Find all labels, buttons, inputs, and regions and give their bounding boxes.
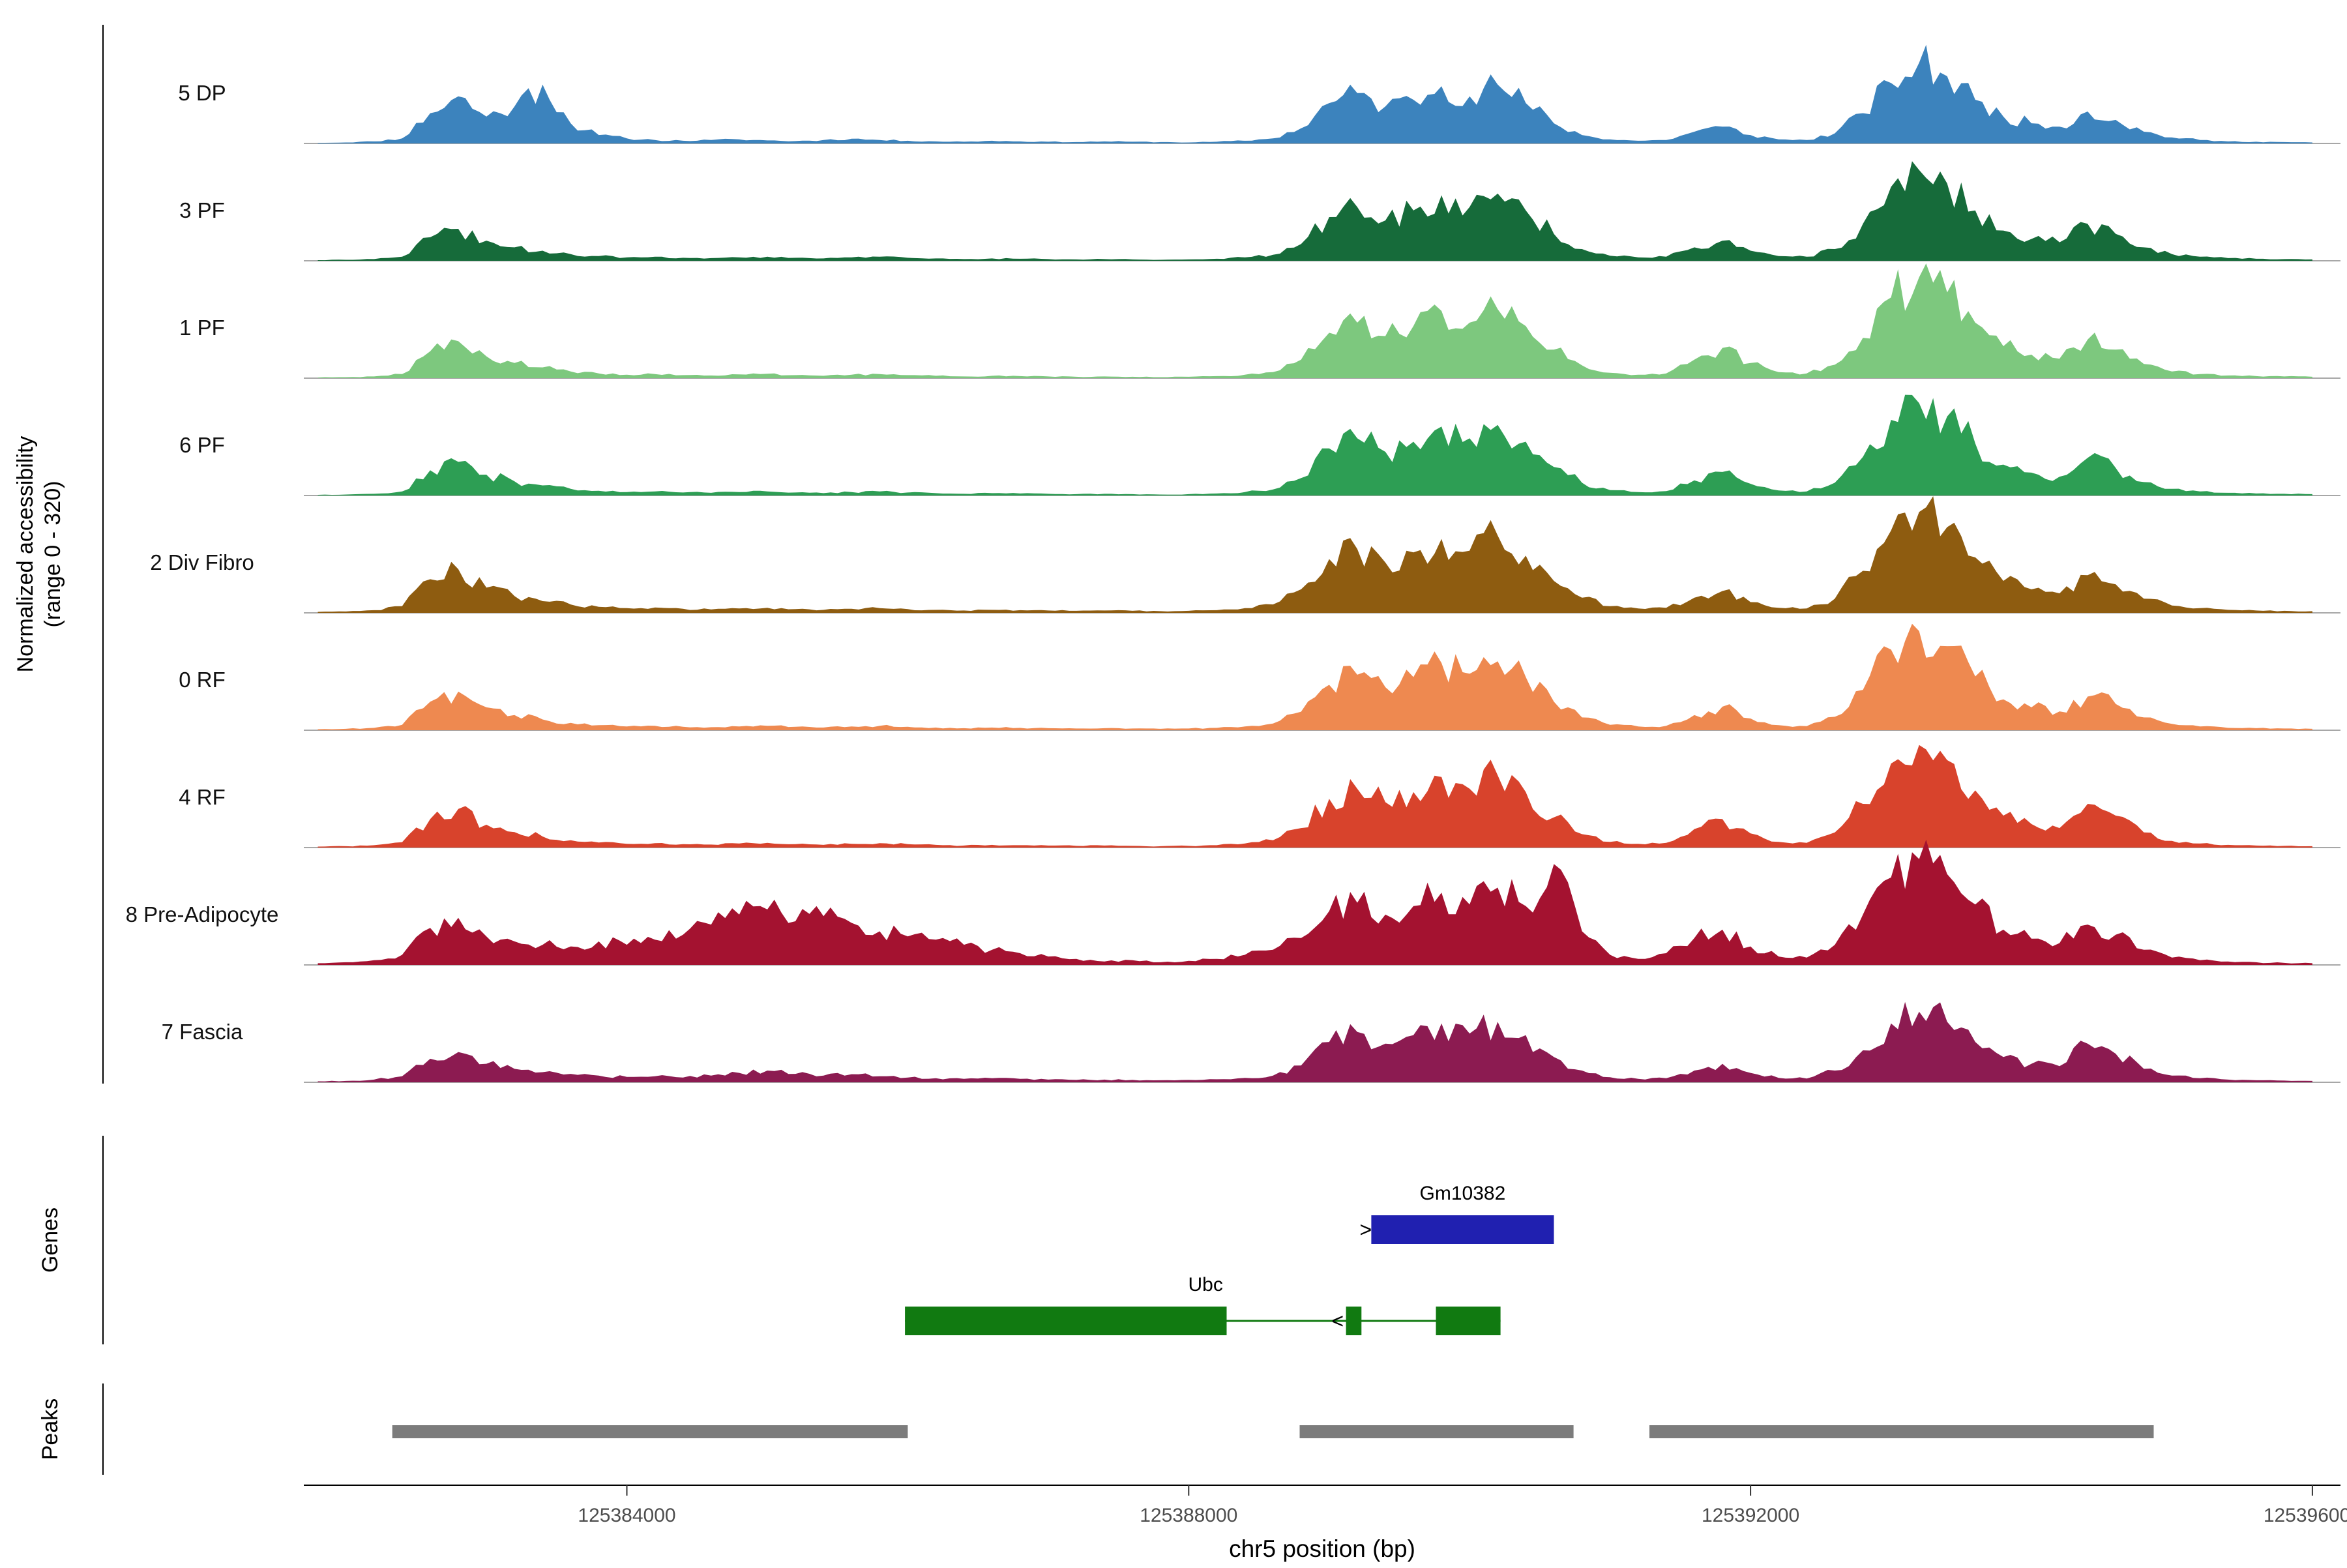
x-axis-title: chr5 position (bp) [1229,1535,1415,1562]
peaks-section-label: Peaks [38,1398,63,1460]
x-axis-tick-label: 125384000 [578,1505,675,1526]
track-signal-4-rf [317,745,2312,848]
peak-bar [1299,1425,1574,1438]
gene-label: Gm10382 [1420,1183,1506,1204]
strand-arrow-icon: < [1331,1309,1344,1333]
track-label: 4 RF [179,785,226,809]
x-axis: 125384000 125388000 125392000 125396000 [304,1485,2347,1526]
accessibility-tracks-panel: 5 DP 3 PF 1 PF 6 PF 2 Div Fibro 0 RF 4 RF 8 Pre… [126,44,2340,1083]
gene-label: Ubc [1188,1274,1223,1295]
track-signal-0-rf [317,623,2312,730]
track-label: 6 PF [179,433,225,457]
track-signal-3-pf [317,161,2312,261]
track-signal-2-div-fibro [317,496,2312,613]
x-axis-tick-label: 125392000 [1702,1505,1799,1526]
gene-annotation-panel: Gm10382 > Ubc < [905,1183,1554,1335]
gene-exon-ubc [1436,1307,1501,1335]
track-signal-5-dp [317,44,2312,143]
track-signal-8-pre-adipocyte [317,839,2312,965]
peak-bar [392,1425,908,1438]
y-axis-label-line2: (range 0 - 320) [40,481,65,628]
gene-exon-gm10382 [1371,1215,1554,1244]
track-label: 7 Fascia [162,1020,243,1044]
track-signal-1-pf [317,263,2312,378]
track-label: 2 Div Fibro [150,550,254,574]
track-label: 8 Pre-Adipocyte [126,902,279,926]
gene-exon-ubc [905,1307,1227,1335]
genes-section-label: Genes [38,1207,63,1273]
track-label: 5 DP [178,81,226,105]
track-signal-7-fascia [317,1001,2312,1082]
x-axis-tick-label: 125396000 [2264,1505,2347,1526]
track-label: 3 PF [179,198,225,222]
gene-exon-ubc [1346,1307,1362,1335]
peaks-panel [392,1425,2154,1438]
peak-bar [1649,1425,2154,1438]
track-signal-6-pf [317,394,2312,496]
track-label: 1 PF [179,316,225,340]
strand-arrow-icon: > [1359,1218,1372,1241]
track-label: 0 RF [179,668,226,692]
x-axis-tick-label: 125388000 [1140,1505,1237,1526]
y-axis-label-line1: Normalized accessibility [13,436,38,673]
